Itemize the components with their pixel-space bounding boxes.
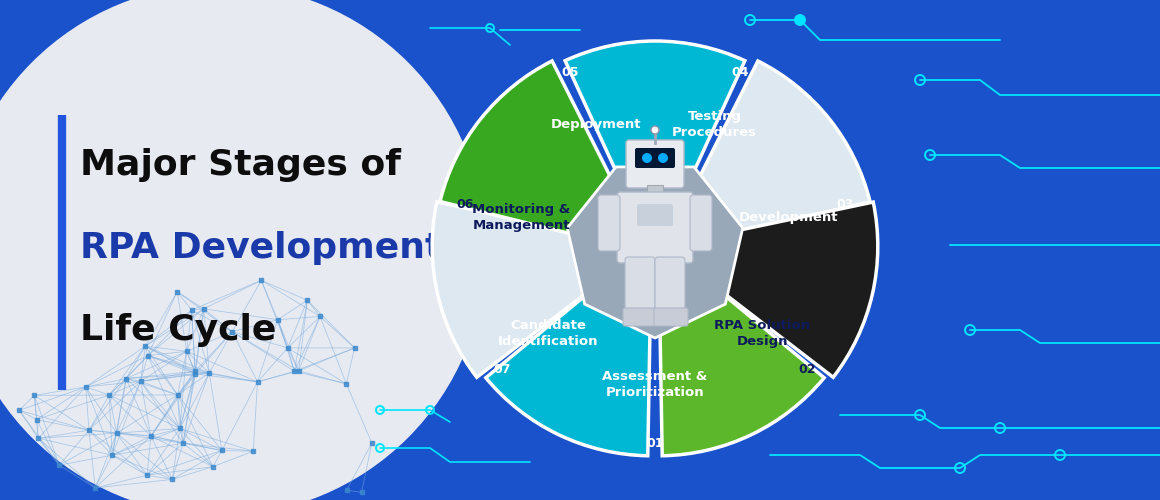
FancyBboxPatch shape <box>655 257 686 318</box>
Text: Assessment &
Prioritization: Assessment & Prioritization <box>602 370 708 400</box>
Wedge shape <box>565 41 745 256</box>
Circle shape <box>0 0 485 500</box>
Wedge shape <box>486 241 652 456</box>
Text: 02: 02 <box>799 363 817 376</box>
Circle shape <box>641 153 652 163</box>
Circle shape <box>658 153 668 163</box>
FancyBboxPatch shape <box>599 195 619 251</box>
Text: Monitoring &
Management: Monitoring & Management <box>472 203 571 232</box>
FancyBboxPatch shape <box>637 204 673 226</box>
Wedge shape <box>659 241 825 456</box>
FancyBboxPatch shape <box>625 257 655 318</box>
FancyBboxPatch shape <box>617 192 693 263</box>
Text: Deployment: Deployment <box>550 118 640 131</box>
Text: 05: 05 <box>561 66 579 79</box>
Bar <box>647 185 664 195</box>
Text: RPA Solution
Design: RPA Solution Design <box>715 319 810 348</box>
Text: 07: 07 <box>494 363 512 376</box>
Text: Life Cycle: Life Cycle <box>80 313 276 347</box>
Wedge shape <box>661 61 870 253</box>
Text: Testing
Procedures: Testing Procedures <box>672 110 757 139</box>
FancyBboxPatch shape <box>654 308 688 326</box>
Text: Candidate
Identification: Candidate Identification <box>498 319 599 348</box>
Wedge shape <box>662 202 878 378</box>
FancyBboxPatch shape <box>623 308 657 326</box>
Wedge shape <box>433 202 647 378</box>
Text: Major Stages of: Major Stages of <box>80 148 401 182</box>
Text: 03: 03 <box>836 198 854 211</box>
FancyBboxPatch shape <box>626 140 684 188</box>
FancyBboxPatch shape <box>635 148 675 168</box>
Text: 01: 01 <box>646 436 664 450</box>
Circle shape <box>651 126 659 134</box>
Text: 06: 06 <box>456 198 473 211</box>
Text: 04: 04 <box>731 66 748 79</box>
Text: Development: Development <box>739 211 839 224</box>
Circle shape <box>795 15 805 25</box>
Polygon shape <box>567 167 742 338</box>
Text: RPA Development: RPA Development <box>80 231 442 265</box>
Wedge shape <box>440 61 648 253</box>
FancyBboxPatch shape <box>690 195 712 251</box>
